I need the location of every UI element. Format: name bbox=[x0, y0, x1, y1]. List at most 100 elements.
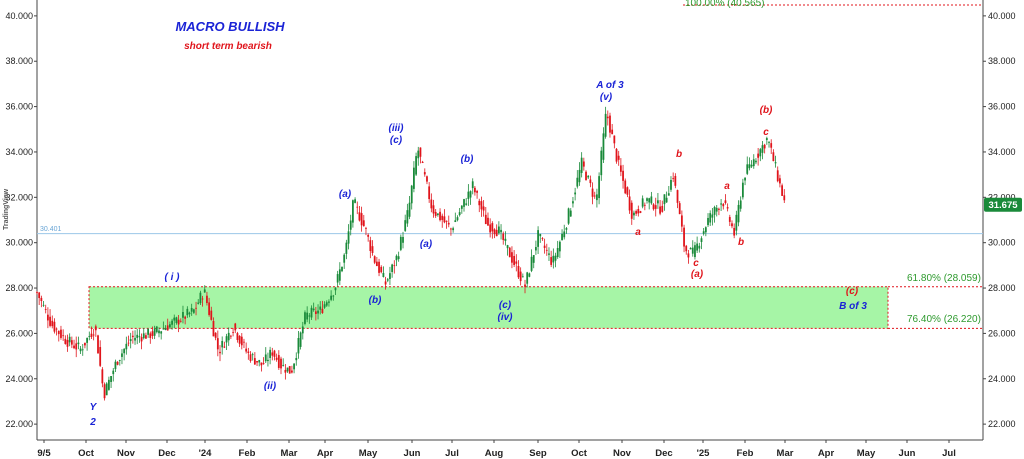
x-tick-label: Nov bbox=[613, 448, 632, 459]
candle-body bbox=[229, 335, 232, 337]
candle-body bbox=[633, 212, 635, 216]
candle-body bbox=[772, 152, 775, 162]
candle-body bbox=[271, 352, 274, 356]
candle-body bbox=[64, 338, 67, 344]
candle-body bbox=[273, 350, 276, 357]
candle-body bbox=[474, 187, 476, 193]
candle-body bbox=[145, 335, 147, 339]
candle-body bbox=[408, 202, 411, 217]
y-tick-label-left: 26.000 bbox=[5, 328, 33, 338]
candle-body bbox=[280, 358, 282, 369]
candle-body bbox=[524, 284, 526, 287]
candle-body bbox=[678, 203, 681, 215]
candle-body bbox=[378, 261, 380, 273]
candle-body bbox=[79, 348, 82, 352]
candle-body bbox=[639, 211, 642, 213]
candle-body bbox=[572, 201, 574, 204]
candle-body bbox=[497, 226, 500, 234]
candle-body bbox=[687, 253, 690, 258]
candle-body bbox=[685, 245, 688, 252]
candle-body bbox=[171, 320, 173, 325]
candle-body bbox=[478, 200, 481, 206]
y-tick-label-left: 40.000 bbox=[5, 11, 33, 21]
candle-body bbox=[659, 206, 661, 214]
candle-body bbox=[661, 205, 664, 212]
candle-body bbox=[371, 246, 374, 253]
candle-body bbox=[201, 298, 204, 300]
candle-body bbox=[336, 274, 339, 283]
x-tick-label: May bbox=[359, 448, 378, 459]
candle-body bbox=[548, 253, 550, 255]
candle-body bbox=[399, 236, 402, 250]
candle-body bbox=[343, 254, 346, 263]
candle-body bbox=[49, 316, 51, 326]
candle-body bbox=[657, 200, 659, 204]
candle-body bbox=[426, 176, 428, 182]
candle-body bbox=[755, 160, 757, 163]
candle-body bbox=[397, 256, 400, 260]
candle-body bbox=[430, 199, 433, 209]
candle-body bbox=[55, 328, 58, 330]
candle-body bbox=[495, 229, 498, 237]
candle-body bbox=[569, 210, 572, 217]
candle-body bbox=[517, 265, 520, 278]
candle-body bbox=[593, 195, 596, 197]
candle-body bbox=[694, 245, 696, 258]
candle-body bbox=[301, 326, 304, 334]
candle-body bbox=[739, 200, 742, 209]
candle-body bbox=[149, 333, 152, 338]
wave-label-red: (c) bbox=[846, 286, 859, 297]
candle-body bbox=[458, 212, 461, 216]
candle-body bbox=[208, 302, 211, 315]
candle-body bbox=[454, 220, 457, 223]
candle-body bbox=[665, 197, 668, 203]
candle-body bbox=[574, 192, 577, 195]
candle-body bbox=[630, 202, 633, 219]
fib-618-label: 61.80% (28.059) bbox=[907, 273, 981, 284]
candle-body bbox=[674, 175, 677, 186]
candle-body bbox=[434, 211, 437, 216]
candle-body bbox=[253, 358, 256, 365]
wave-label-blue: (b) bbox=[461, 154, 474, 165]
wave-label-blue: 2 bbox=[89, 417, 96, 428]
candle-body bbox=[395, 255, 398, 261]
candle-body bbox=[373, 256, 376, 263]
candle-body bbox=[105, 383, 108, 396]
candle-body bbox=[770, 143, 773, 148]
candle-body bbox=[750, 164, 753, 167]
candle-body bbox=[556, 248, 559, 257]
candle-body bbox=[234, 323, 237, 331]
candle-body bbox=[131, 335, 134, 338]
candle-body bbox=[604, 113, 607, 137]
candle-body bbox=[735, 214, 738, 231]
candle-body bbox=[774, 162, 777, 164]
candle-body bbox=[763, 144, 766, 149]
candle-body bbox=[134, 337, 136, 341]
candle-body bbox=[147, 328, 150, 335]
wave-label-blue: (v) bbox=[600, 92, 613, 103]
candle-body bbox=[225, 336, 228, 343]
candle-body bbox=[689, 248, 692, 250]
candle-body bbox=[142, 333, 145, 339]
candle-body bbox=[179, 320, 182, 322]
candle-body bbox=[585, 171, 587, 181]
candle-body bbox=[70, 340, 73, 345]
candle-body bbox=[68, 336, 71, 343]
candle-body bbox=[648, 198, 651, 203]
candle-body bbox=[752, 159, 755, 167]
candle-body bbox=[552, 255, 555, 263]
candle-body bbox=[358, 212, 361, 221]
candle-body bbox=[227, 332, 230, 341]
x-tick-label: 9/5 bbox=[37, 448, 51, 459]
candle-body bbox=[136, 334, 139, 338]
candle-body bbox=[406, 210, 409, 224]
candle-body bbox=[480, 201, 483, 210]
candle-body bbox=[737, 204, 740, 223]
candle-body bbox=[62, 335, 65, 337]
candle-body bbox=[206, 295, 208, 304]
candle-body bbox=[306, 312, 309, 320]
candle-body bbox=[210, 310, 213, 320]
fib-zone bbox=[88, 286, 889, 329]
wave-label-blue: (iii) bbox=[389, 123, 405, 134]
